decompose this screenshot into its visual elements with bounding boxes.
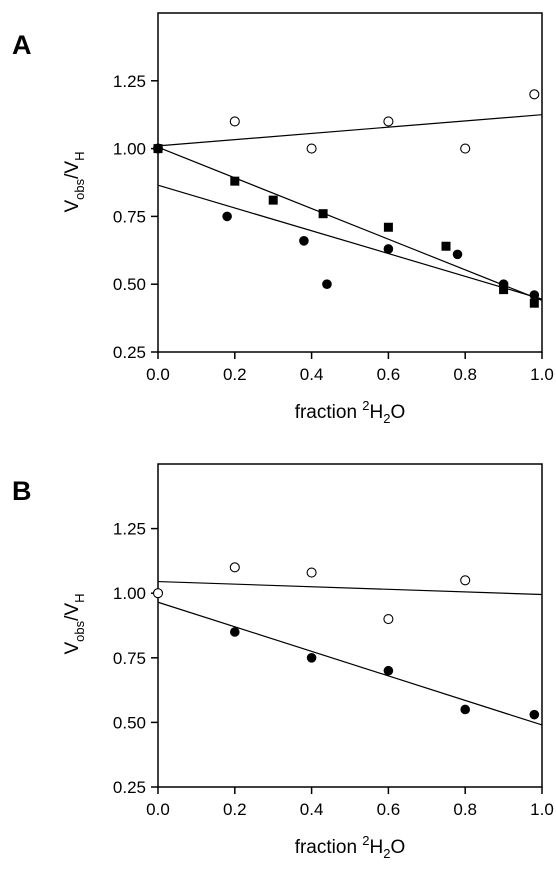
panel-a-point-series-3 <box>222 211 232 222</box>
panel-a-x-tick-label: 0.0 <box>146 365 170 384</box>
panel-a-point-series-2 <box>153 144 163 154</box>
panel-b-x-axis-title: fraction 2H2O <box>295 833 406 861</box>
panel-a-y-tick-label: 1.00 <box>113 140 146 159</box>
panel-b-point-series-1 <box>152 588 164 599</box>
panel-a-point-series-2 <box>441 241 451 251</box>
panel-b-plot-frame <box>157 463 543 788</box>
panel-a-data-points <box>152 89 540 308</box>
panel-a-point-series-3 <box>322 279 332 290</box>
panel-a-y-axis-title: Vobs/VH <box>62 152 87 213</box>
panel-a-x-tick-label: 0.8 <box>453 365 477 384</box>
panel-b-y-tick-label: 1.25 <box>113 520 146 539</box>
panel-a-fit-line-3 <box>157 184 543 300</box>
panel-a-x-tick-label: 0.6 <box>377 365 401 384</box>
panel-a-point-series-2 <box>383 222 393 232</box>
panel-b-point-series-1 <box>383 613 394 625</box>
panel-a-label: A <box>12 30 32 60</box>
panel-a-point-series-1 <box>229 116 240 127</box>
panel-b-data-points <box>152 562 540 720</box>
panel-b-y-tick-label: 0.75 <box>113 649 146 668</box>
panel-a-point-series-1 <box>529 89 540 100</box>
panel-b-x-tick-label: 0.6 <box>377 800 401 819</box>
panel-a-point-series-1 <box>383 116 394 127</box>
panel-b-label: B <box>12 476 32 506</box>
panel-b-point-series-1 <box>229 562 240 573</box>
panel-a-point-series-2 <box>268 195 278 205</box>
panel-a-point-series-3 <box>498 279 509 290</box>
panel-a-point-series-2 <box>230 176 240 186</box>
panel-b-point-series-1 <box>460 575 471 586</box>
panel-a-plot-frame <box>157 12 543 353</box>
panel-b-fit-line-1 <box>157 580 543 596</box>
panel-b-x-tick-label: 0.8 <box>453 800 477 819</box>
panel-a-x-tick-label: 1.0 <box>530 365 554 384</box>
panel-b-y-tick-label: 1.00 <box>113 584 146 603</box>
panel-b-x-tick-label: 1.0 <box>530 800 554 819</box>
panel-a-point-series-2 <box>318 209 328 219</box>
panel-a-y-tick-label: 1.25 <box>113 72 146 91</box>
panel-b-y-tick-label: 0.25 <box>113 778 146 797</box>
panel-b-fit-line-2 <box>157 601 543 726</box>
panel-b-x-tick-label: 0.0 <box>146 800 170 819</box>
panel-a-point-series-3 <box>452 249 463 260</box>
panel-a-point-series-2 <box>499 285 509 295</box>
panel-b-point-series-2 <box>460 704 471 715</box>
panel-a-point-series-1 <box>306 143 317 154</box>
panel-b-x-axis: 0.0 0.2 0.4 0.6 0.8 1.0 <box>146 787 554 819</box>
panel-b-fit-lines <box>157 580 543 726</box>
panel-a-x-tick-label: 0.2 <box>223 365 247 384</box>
panel-a-fit-lines <box>157 114 543 302</box>
panel-b-y-tick-label: 0.50 <box>113 713 146 732</box>
panel-b-x-tick-label: 0.4 <box>300 800 324 819</box>
panel-a-point-series-3 <box>299 236 309 246</box>
panel-a-y-axis: 0.25 0.50 0.75 1.00 1.25 <box>113 72 158 362</box>
panel-a-x-axis: 0.0 0.2 0.4 0.6 0.8 1.0 <box>146 352 554 384</box>
panel-b-point-series-2 <box>383 665 394 676</box>
panel-a: A 0.25 0.50 0.75 1.00 1.25 0.0 0.2 0.4 0.6 0.8 1.… <box>12 12 554 426</box>
panel-b-y-axis: 0.25 0.50 0.75 1.00 1.25 <box>113 520 158 797</box>
panel-a-fit-line-1 <box>157 114 543 147</box>
panel-a-x-tick-label: 0.4 <box>300 365 324 384</box>
panel-a-y-tick-label: 0.75 <box>113 207 146 226</box>
panel-b-y-axis-title: Vobs/VH <box>62 594 87 655</box>
panel-b-point-series-2 <box>306 653 317 663</box>
panel-a-point-series-2 <box>529 298 539 308</box>
panel-a-point-series-1 <box>460 143 471 154</box>
panel-a-y-tick-label: 0.25 <box>113 343 146 362</box>
panel-b-point-series-2 <box>529 709 540 720</box>
panel-a-y-tick-label: 0.50 <box>113 275 146 294</box>
panel-b: B 0.25 0.50 0.75 1.00 1.25 0.0 0.2 0.4 0.6 0.8 1.… <box>12 463 554 861</box>
panel-a-x-axis-title: fraction 2H2O <box>295 398 406 426</box>
panel-b-point-series-2 <box>230 627 240 637</box>
panel-a-point-series-3 <box>383 244 394 254</box>
panel-b-point-series-1 <box>306 567 317 578</box>
panel-b-x-tick-label: 0.2 <box>223 800 247 819</box>
panel-a-fit-line-2 <box>157 146 543 302</box>
panel-a-point-series-3 <box>529 290 540 300</box>
